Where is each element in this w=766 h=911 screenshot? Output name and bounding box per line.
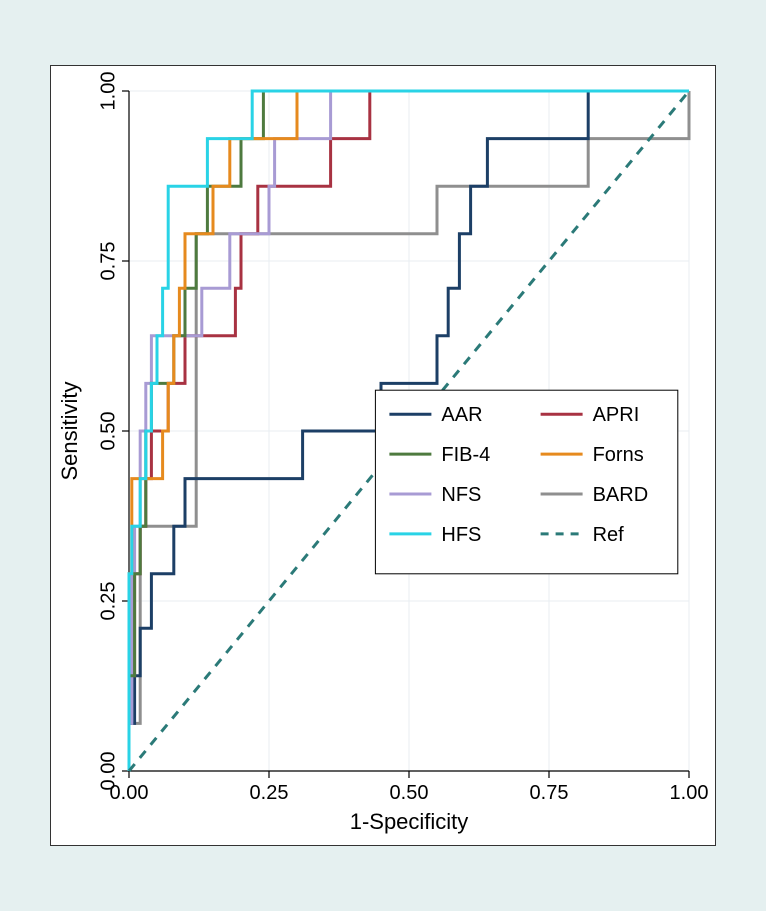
figure-container: 0.000.000.250.250.500.500.750.751.001.00… xyxy=(0,0,766,911)
svg-text:1.00: 1.00 xyxy=(670,782,709,804)
legend-label-ref: Ref xyxy=(593,524,625,546)
legend-label-bard: BARD xyxy=(593,484,649,506)
legend-label-nfs: NFS xyxy=(441,484,481,506)
legend-label-forns: Forns xyxy=(593,444,644,466)
svg-text:Sensitivity: Sensitivity xyxy=(57,381,82,480)
svg-text:0.50: 0.50 xyxy=(97,412,119,451)
svg-text:0.00: 0.00 xyxy=(97,752,119,791)
svg-text:0.25: 0.25 xyxy=(97,582,119,621)
roc-chart: 0.000.000.250.250.500.500.750.751.001.00… xyxy=(51,66,715,845)
svg-text:1-Specificity: 1-Specificity xyxy=(350,809,469,834)
svg-text:1.00: 1.00 xyxy=(97,72,119,111)
svg-text:0.75: 0.75 xyxy=(530,782,569,804)
legend-label-fib4: FIB-4 xyxy=(441,444,490,466)
chart-panel: 0.000.000.250.250.500.500.750.751.001.00… xyxy=(50,65,716,846)
legend-label-aar: AAR xyxy=(441,404,482,426)
svg-text:0.75: 0.75 xyxy=(97,242,119,281)
svg-text:0.25: 0.25 xyxy=(250,782,289,804)
legend-label-apri: APRI xyxy=(593,404,640,426)
legend-label-hfs: HFS xyxy=(441,524,481,546)
svg-text:0.50: 0.50 xyxy=(390,782,429,804)
